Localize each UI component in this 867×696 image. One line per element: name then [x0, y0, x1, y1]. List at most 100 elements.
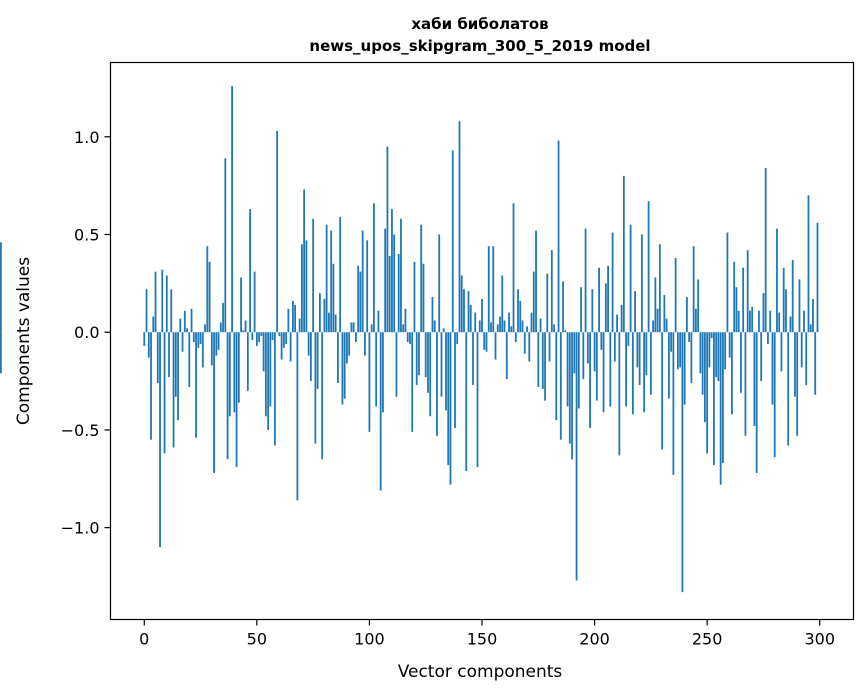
bar — [726, 232, 729, 333]
bar — [469, 304, 472, 333]
bar — [553, 324, 555, 333]
bar — [559, 332, 562, 440]
bar — [800, 332, 803, 368]
bar — [598, 267, 600, 333]
bar — [789, 316, 792, 333]
bar — [436, 332, 438, 436]
bar — [409, 332, 411, 344]
bar — [787, 332, 790, 446]
bar — [812, 298, 814, 333]
bar — [188, 332, 191, 387]
bar — [348, 332, 351, 356]
bar — [769, 310, 772, 333]
bar — [170, 289, 173, 333]
bar — [692, 246, 695, 333]
bar — [177, 332, 179, 421]
bar — [174, 332, 177, 397]
bar — [762, 293, 765, 333]
bar — [224, 158, 227, 333]
bar — [771, 332, 774, 405]
bar — [337, 332, 339, 384]
bar — [798, 279, 801, 333]
bar — [370, 324, 373, 333]
bar — [305, 240, 308, 333]
bar — [679, 332, 682, 368]
bar — [672, 332, 675, 475]
bar — [663, 295, 666, 333]
y-axis-label: Components values — [14, 257, 34, 425]
bar — [706, 332, 709, 454]
bar — [528, 332, 531, 362]
bar — [217, 332, 220, 350]
bar — [733, 261, 736, 333]
bar — [568, 332, 571, 444]
bar — [456, 332, 459, 344]
bar — [611, 232, 614, 333]
bar — [165, 275, 168, 333]
bar — [393, 234, 396, 333]
bar — [625, 332, 627, 407]
bar — [323, 298, 326, 333]
bar — [181, 332, 184, 352]
bar — [406, 332, 409, 342]
bar — [485, 332, 488, 352]
bar — [499, 316, 501, 333]
bar — [728, 332, 731, 358]
bar — [355, 332, 357, 342]
bar — [255, 332, 258, 346]
bar — [582, 332, 585, 380]
bar — [415, 332, 418, 385]
bar — [564, 330, 567, 333]
x-axis-label: Vector components — [398, 662, 563, 682]
bar — [433, 320, 436, 333]
bar — [154, 271, 157, 333]
bar — [382, 332, 384, 413]
bar — [422, 263, 425, 333]
bar — [156, 332, 159, 384]
bar — [785, 289, 787, 333]
bar — [490, 322, 492, 333]
bar — [803, 310, 805, 333]
bar — [602, 332, 605, 413]
bar — [282, 332, 285, 348]
x-tick-label: 50 — [247, 630, 267, 649]
x-tick-label: 100 — [354, 630, 385, 649]
bar — [375, 332, 378, 407]
bar — [688, 332, 691, 342]
bar — [758, 310, 760, 333]
bar — [328, 312, 330, 333]
bar — [377, 310, 380, 333]
bar — [228, 332, 231, 417]
bar — [805, 332, 808, 385]
bar — [681, 332, 684, 593]
bar — [391, 209, 393, 333]
bar — [501, 275, 504, 333]
bar — [521, 320, 524, 333]
bar — [201, 332, 204, 368]
bar — [751, 306, 754, 333]
bar — [566, 332, 569, 407]
bar — [373, 203, 375, 333]
x-tick-label: 150 — [467, 630, 498, 649]
bar — [782, 267, 785, 333]
x-tick-label: 0 — [139, 630, 149, 649]
bar — [152, 316, 155, 333]
bar — [249, 209, 251, 333]
bar — [676, 332, 679, 370]
bar — [143, 332, 146, 346]
bar — [613, 332, 616, 362]
bar — [237, 332, 240, 403]
bar — [584, 228, 587, 333]
bar — [440, 332, 443, 397]
bar — [740, 332, 742, 393]
bar — [580, 287, 582, 333]
bar — [404, 308, 407, 333]
bar — [483, 332, 486, 350]
bar — [215, 332, 218, 356]
bar — [273, 332, 276, 446]
bar — [809, 324, 812, 333]
bar — [400, 218, 402, 333]
bar — [661, 332, 664, 450]
bar — [701, 332, 704, 395]
bar — [316, 332, 319, 389]
